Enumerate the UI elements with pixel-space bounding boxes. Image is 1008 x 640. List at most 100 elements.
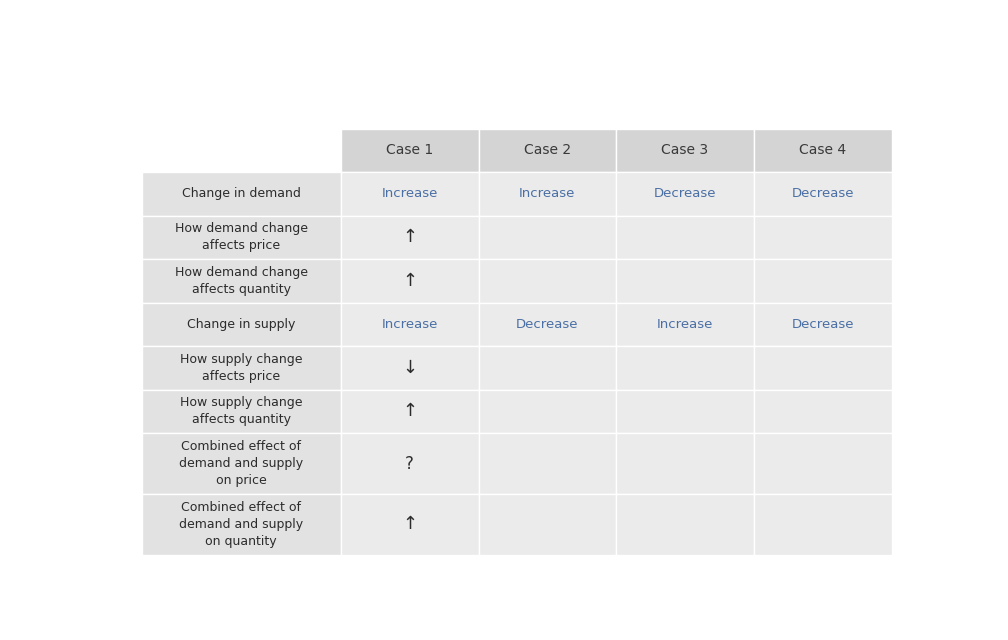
Bar [341,433,479,494]
Bar [341,346,479,390]
Bar [754,259,891,303]
Bar [341,346,479,390]
Bar [141,390,341,433]
Bar [479,129,616,172]
Bar [616,390,754,433]
Bar [479,390,616,433]
Text: ?: ? [405,454,414,472]
Bar [754,172,891,216]
Bar [341,172,479,216]
Text: Decrease: Decrease [516,318,579,331]
Bar [141,172,341,216]
Text: ↓: ↓ [402,359,417,377]
Text: ↑: ↑ [402,272,417,290]
Bar [341,259,479,303]
Bar [754,303,891,346]
Text: ↑: ↑ [402,228,417,246]
Bar [616,259,754,303]
Text: Combined effect of
demand and supply
on price: Combined effect of demand and supply on … [179,440,303,487]
Bar [754,129,891,172]
Bar [479,390,616,433]
Bar [341,129,479,172]
Bar [341,303,479,346]
Bar [141,494,341,555]
Bar [479,346,616,390]
Bar [616,303,754,346]
Bar [616,433,754,494]
Bar [479,172,616,216]
Bar [479,216,616,259]
Bar [141,390,341,433]
Bar [754,494,891,555]
Bar [141,216,341,259]
Text: Change in supply: Change in supply [187,318,295,331]
Text: Case 4: Case 4 [799,143,847,157]
Bar [341,216,479,259]
Bar [341,390,479,433]
Bar [341,494,479,555]
Text: How supply change
affects price: How supply change affects price [180,353,302,383]
Bar [479,494,616,555]
Bar [141,346,341,390]
Text: How demand change
affects quantity: How demand change affects quantity [174,266,307,296]
Bar [754,494,891,555]
Text: Case 1: Case 1 [386,143,433,157]
Bar [479,259,616,303]
Bar [754,172,891,216]
Bar [141,129,341,172]
Bar [341,303,479,346]
Bar [754,346,891,390]
Bar [754,216,891,259]
Bar [616,433,754,494]
Text: Increase: Increase [657,318,714,331]
Bar [754,346,891,390]
Bar [479,494,616,555]
Bar [479,346,616,390]
Bar [616,346,754,390]
Text: Change in demand: Change in demand [181,188,300,200]
Text: Combined effect of
demand and supply
on quantity: Combined effect of demand and supply on … [179,501,303,548]
Bar [754,433,891,494]
Bar [754,259,891,303]
Bar [479,129,616,172]
Text: Increase: Increase [381,318,437,331]
Bar [341,129,479,172]
Bar [754,303,891,346]
Bar [141,129,341,172]
Bar [141,346,341,390]
Bar [616,303,754,346]
Bar [754,216,891,259]
Bar [616,346,754,390]
Text: Case 2: Case 2 [524,143,571,157]
Bar [141,494,341,555]
Bar [616,259,754,303]
Bar [616,216,754,259]
Bar [141,259,341,303]
Bar [479,172,616,216]
Bar [141,172,341,216]
Text: ↑: ↑ [402,403,417,420]
Text: Decrease: Decrease [791,188,854,200]
Bar [754,390,891,433]
Bar [616,172,754,216]
Text: Increase: Increase [381,188,437,200]
Bar [754,433,891,494]
Text: ↑: ↑ [402,515,417,533]
Bar [479,303,616,346]
Bar [479,303,616,346]
Text: Increase: Increase [519,188,576,200]
Bar [479,433,616,494]
Bar [141,259,341,303]
Text: How supply change
affects quantity: How supply change affects quantity [180,396,302,426]
Bar [754,129,891,172]
Bar [341,494,479,555]
Bar [141,303,341,346]
Bar [141,433,341,494]
Bar [341,390,479,433]
Bar [616,129,754,172]
Bar [479,259,616,303]
Bar [479,433,616,494]
Bar [141,216,341,259]
Bar [616,494,754,555]
Bar [616,216,754,259]
